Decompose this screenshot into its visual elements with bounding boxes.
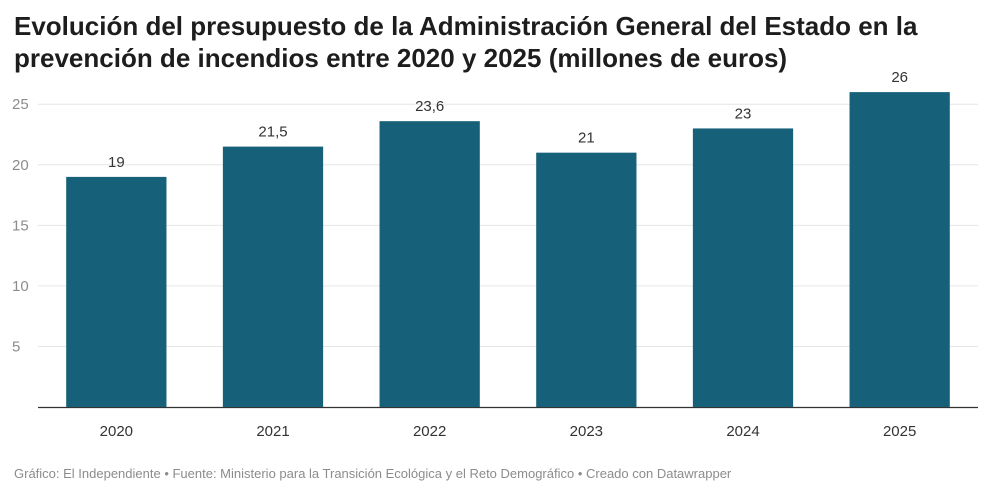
bar xyxy=(379,121,480,407)
y-tick-label: 20 xyxy=(12,157,29,174)
bar-value-label: 21 xyxy=(578,130,595,147)
bar xyxy=(536,152,637,407)
x-tick-label: 2021 xyxy=(256,423,289,440)
gridlines xyxy=(38,103,978,409)
bar-value-label: 23 xyxy=(735,105,752,122)
y-tick-label: 5 xyxy=(12,338,20,355)
x-tick-label: 2024 xyxy=(726,423,759,440)
bar-value-label: 26 xyxy=(891,69,908,86)
x-tick-label: 2022 xyxy=(413,423,446,440)
x-tick-label: 2020 xyxy=(100,423,133,440)
bar xyxy=(692,128,794,407)
bar xyxy=(222,146,324,407)
labels: 51015202519202021,5202123,62022212023232… xyxy=(12,69,916,440)
y-tick-label: 10 xyxy=(12,278,29,295)
chart-footer: Gráfico: El Independiente • Fuente: Mini… xyxy=(14,466,732,481)
y-tick-label: 25 xyxy=(12,96,29,113)
bar-value-label: 23,6 xyxy=(415,98,444,115)
bar-value-label: 21,5 xyxy=(258,124,287,141)
x-tick-label: 2025 xyxy=(883,423,916,440)
x-tick-label: 2023 xyxy=(570,423,603,440)
bar xyxy=(66,176,167,407)
bars xyxy=(66,92,950,407)
y-tick-label: 15 xyxy=(12,217,29,234)
chart-title: Evolución del presupuesto de la Administ… xyxy=(14,11,918,73)
bar-value-label: 19 xyxy=(108,154,125,171)
bar xyxy=(849,92,950,407)
